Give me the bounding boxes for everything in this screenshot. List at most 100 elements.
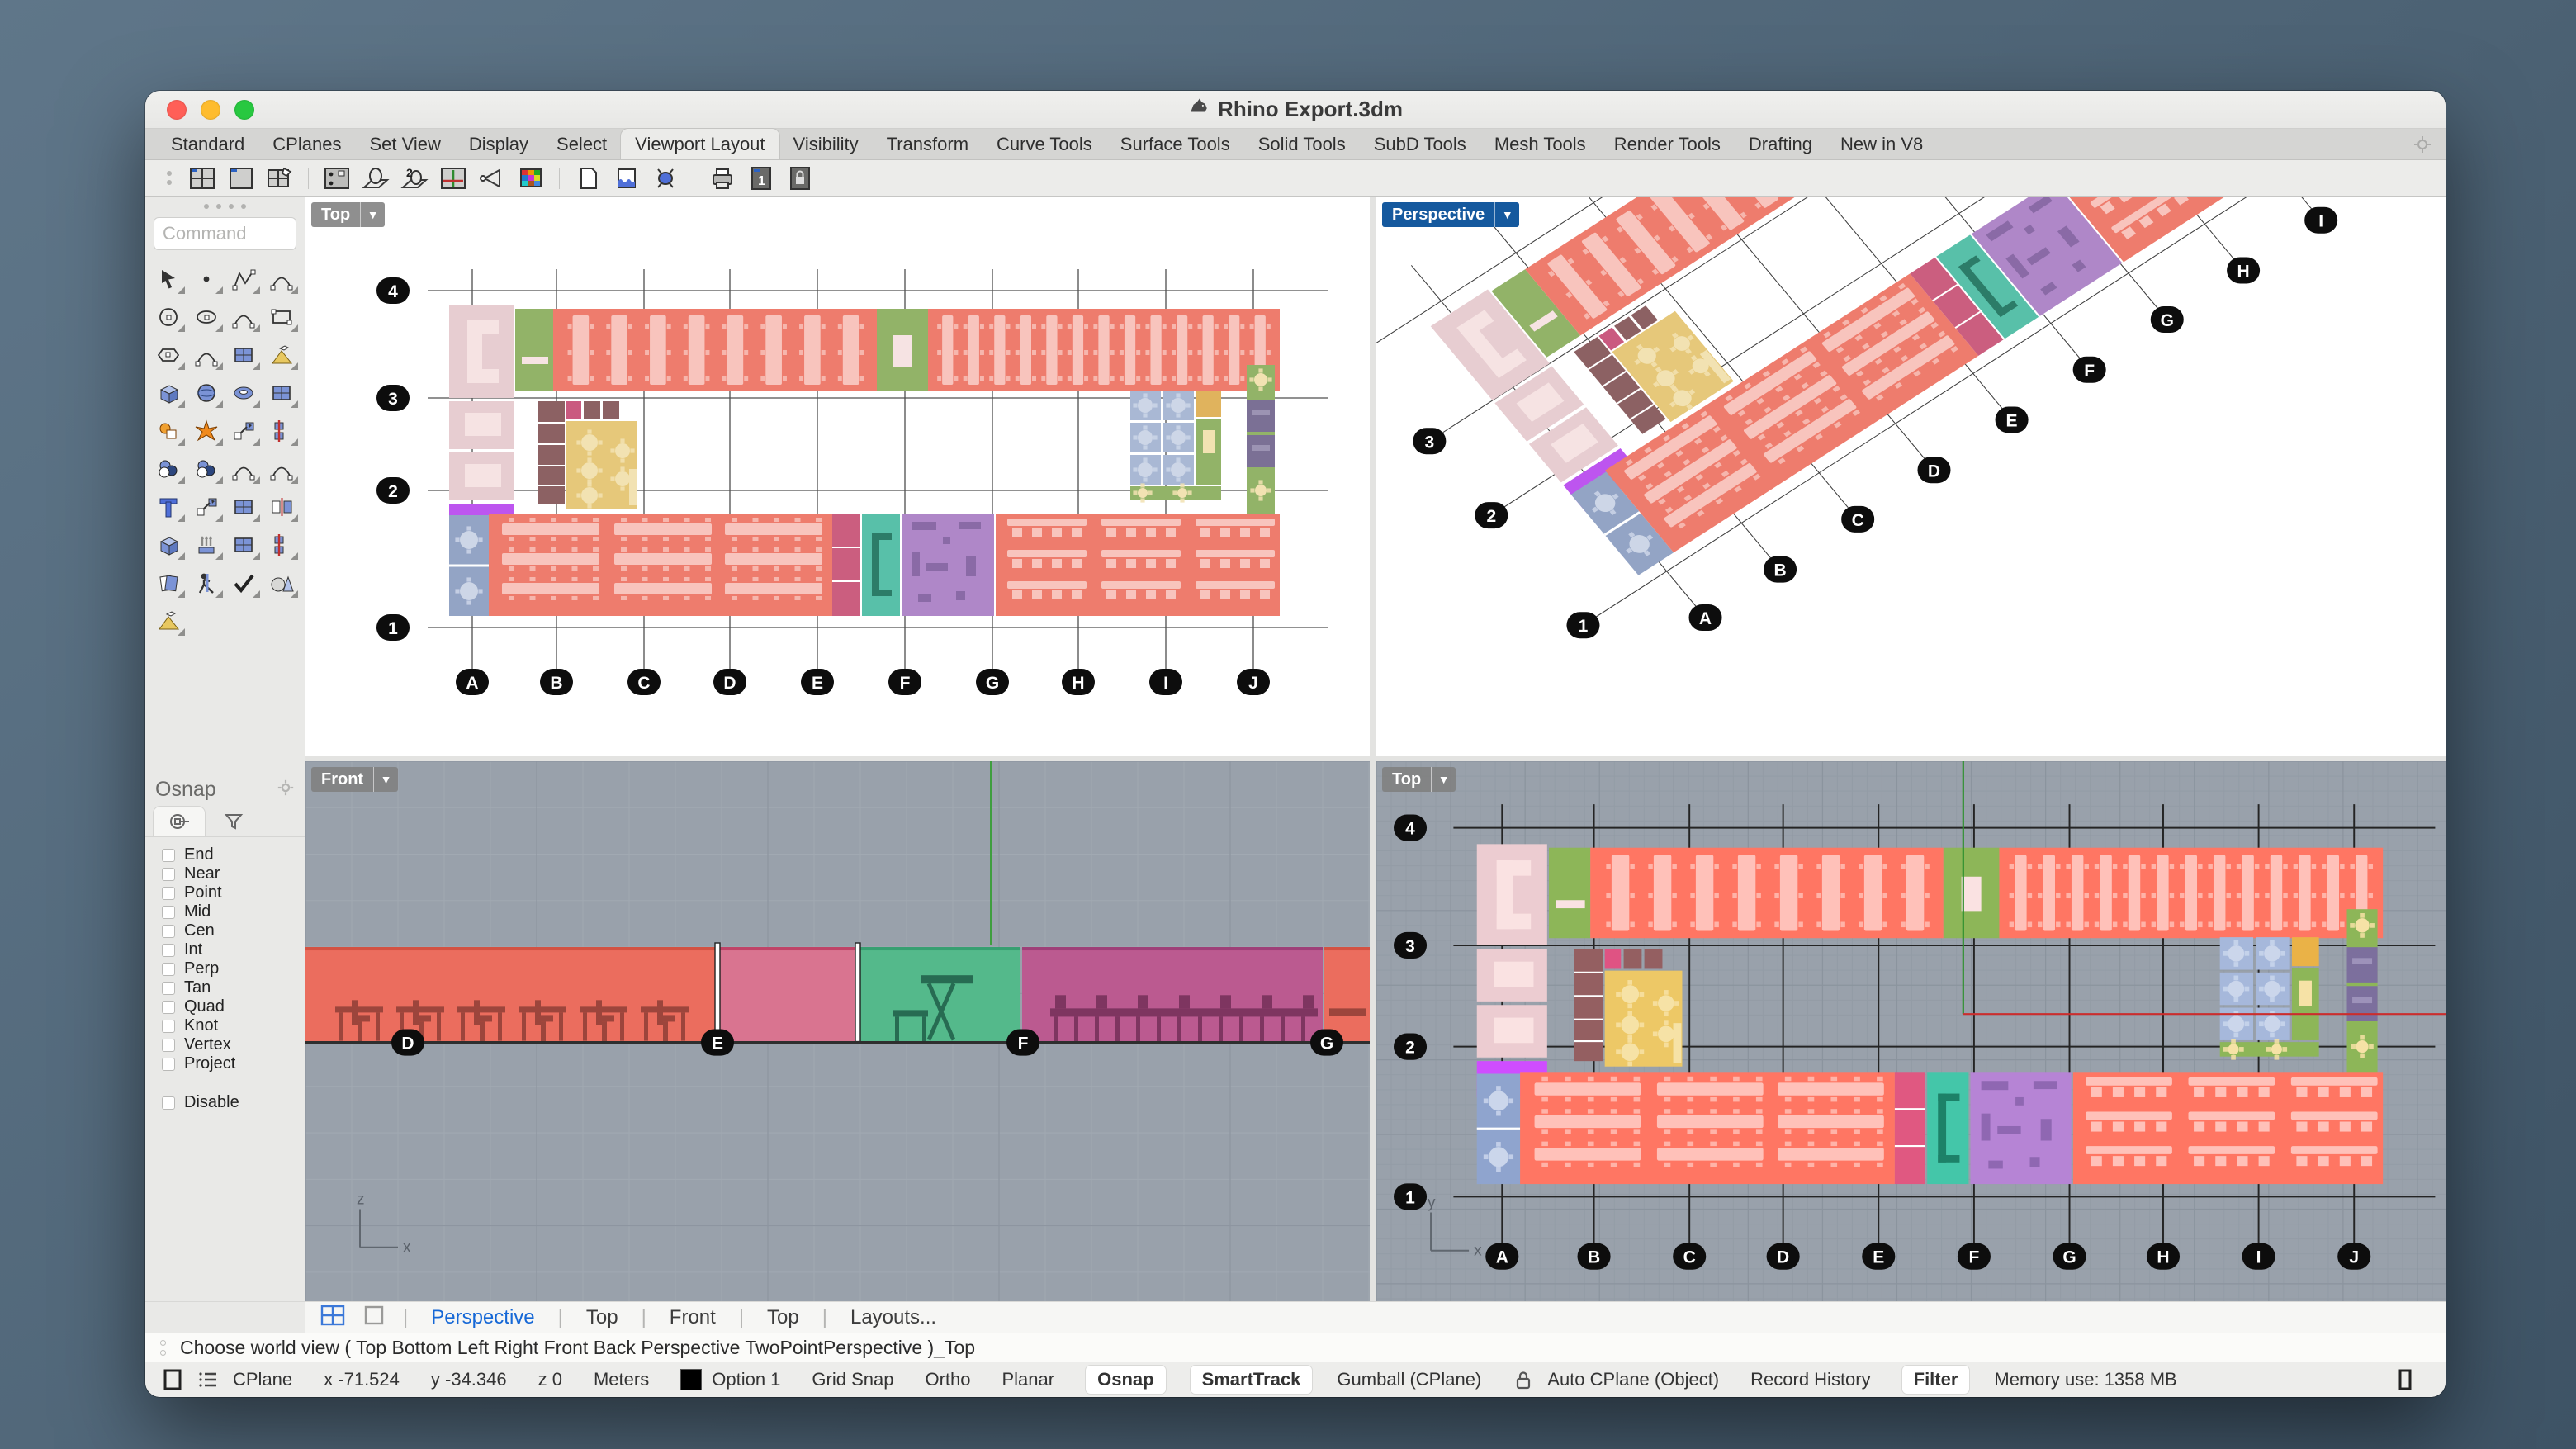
viewport-tab-front-2[interactable]: Front xyxy=(665,1306,721,1329)
menu-tab-render-tools[interactable]: Render Tools xyxy=(1600,129,1735,159)
viewport-front-label[interactable]: Front▼ xyxy=(311,767,398,792)
page-hatch-icon[interactable] xyxy=(610,164,643,192)
menu-tab-cplanes[interactable]: CPlanes xyxy=(258,129,355,159)
menu-tab-standard[interactable]: Standard xyxy=(157,129,258,159)
tool-pyramid-hand-icon[interactable] xyxy=(149,604,187,638)
viewport-perspective[interactable]: Perspective▼ ABCDEFGHI321 xyxy=(1376,197,2446,756)
status-toggle-osnap[interactable]: Osnap xyxy=(1086,1366,1165,1394)
tool-point-icon[interactable] xyxy=(187,262,225,296)
tool-fillet-curve-icon[interactable] xyxy=(187,338,225,372)
tool-check-icon[interactable] xyxy=(225,566,263,600)
tool-boolean-union-icon[interactable] xyxy=(149,452,187,486)
tool-split-icon[interactable] xyxy=(263,414,301,448)
tool-surface-patch-icon[interactable] xyxy=(263,376,301,410)
menu-tab-set-view[interactable]: Set View xyxy=(355,129,454,159)
menu-tab-solid-tools[interactable]: Solid Tools xyxy=(1244,129,1360,159)
panel-toggle-icon[interactable] xyxy=(162,1368,183,1391)
tool-solid-box-icon[interactable] xyxy=(149,528,187,562)
detail-one-icon[interactable]: 1 xyxy=(745,164,778,192)
osnap-tab-snaps[interactable] xyxy=(154,807,205,836)
gear-icon[interactable] xyxy=(2413,135,2432,159)
status-toggle-filter[interactable]: Filter xyxy=(1902,1366,1970,1394)
command-input[interactable] xyxy=(154,217,296,250)
osnap-checkbox-int[interactable] xyxy=(162,944,175,957)
tool-rectangular-array-icon[interactable] xyxy=(225,528,263,562)
menu-tab-curve-tools[interactable]: Curve Tools xyxy=(983,129,1106,159)
menu-tab-mesh-tools[interactable]: Mesh Tools xyxy=(1480,129,1600,159)
viewport-top-2[interactable]: Top▼ ABCDEFGHIJ4321yx xyxy=(1376,761,2446,1301)
front-view-canvas[interactable]: DEFGzx xyxy=(305,761,1370,1301)
top-view-canvas[interactable]: ABCDEFGHIJ4321 xyxy=(305,197,1370,756)
status-meters[interactable]: Meters xyxy=(594,1369,649,1390)
menu-tab-drafting[interactable]: Drafting xyxy=(1735,129,1826,159)
grid-axes-icon[interactable] xyxy=(437,164,470,192)
osnap-tab-filter[interactable] xyxy=(208,807,259,836)
viewport-grid-icon[interactable] xyxy=(186,164,219,192)
tool-blend-icon[interactable] xyxy=(263,452,301,486)
menu-tab-select[interactable]: Select xyxy=(542,129,621,159)
lock-icon[interactable] xyxy=(1513,1369,1534,1390)
tool-torus-icon[interactable] xyxy=(225,376,263,410)
zoom-button[interactable] xyxy=(234,100,254,120)
viewport-front[interactable]: Front▼ DEFGzx xyxy=(305,761,1370,1301)
viewport-tab-top-3[interactable]: Top xyxy=(762,1306,804,1329)
tool-copy-array-icon[interactable] xyxy=(225,490,263,524)
status-option-1[interactable]: Option 1 xyxy=(712,1369,780,1390)
tool-explode-icon[interactable] xyxy=(187,414,225,448)
cplane-points-icon[interactable] xyxy=(320,164,353,192)
sphere-cplane-icon[interactable] xyxy=(359,164,392,192)
osnap-gear-icon[interactable] xyxy=(277,779,295,801)
minimize-button[interactable] xyxy=(201,100,220,120)
viewport-perspective-label[interactable]: Perspective▼ xyxy=(1382,202,1519,227)
status-grid-snap[interactable]: Grid Snap xyxy=(812,1369,893,1390)
osnap-checkbox-disable[interactable] xyxy=(162,1096,175,1110)
tool-boolean-difference-icon[interactable] xyxy=(187,452,225,486)
perspective-view-canvas[interactable]: ABCDEFGHI321 xyxy=(1376,197,2446,756)
tool-curved-surface-icon[interactable] xyxy=(263,338,301,372)
tool-person-icon[interactable] xyxy=(187,566,225,600)
tool-circle-icon[interactable] xyxy=(149,300,187,334)
osnap-checkbox-knot[interactable] xyxy=(162,1020,175,1033)
top-view-2-canvas[interactable]: ABCDEFGHIJ4321yx xyxy=(1376,761,2446,1301)
command-history-line[interactable]: Choose world view ( Top Bottom Left Righ… xyxy=(145,1333,2446,1362)
status-ortho[interactable]: Ortho xyxy=(925,1369,970,1390)
sidebar-drag-handle[interactable] xyxy=(145,197,305,212)
spotlight-icon[interactable] xyxy=(476,164,509,192)
osnap-checkbox-vertex[interactable] xyxy=(162,1039,175,1052)
osnap-checkbox-mid[interactable] xyxy=(162,906,175,919)
tool-interpolate-curve-icon[interactable] xyxy=(263,262,301,296)
viewport-tab-perspective-0[interactable]: Perspective xyxy=(426,1306,539,1329)
tool-rectangle-icon[interactable] xyxy=(263,300,301,334)
tool-box-icon[interactable] xyxy=(149,376,187,410)
close-button[interactable] xyxy=(167,100,187,120)
tool-select-icon[interactable] xyxy=(149,262,187,296)
right-panel-icon[interactable] xyxy=(2394,1368,2416,1391)
tool-extrude-icon[interactable] xyxy=(187,528,225,562)
tool-trim-icon[interactable] xyxy=(225,414,263,448)
command-list-icon[interactable] xyxy=(197,1369,220,1390)
tool-ellipse-icon[interactable] xyxy=(187,300,225,334)
tool-section-icon[interactable] xyxy=(263,528,301,562)
viewport-top-2-label[interactable]: Top▼ xyxy=(1382,767,1456,792)
new-page-icon[interactable] xyxy=(571,164,604,192)
menu-tab-new-in-v8[interactable]: New in V8 xyxy=(1826,129,1937,159)
detail-lock-icon[interactable] xyxy=(784,164,817,192)
osnap-checkbox-perp[interactable] xyxy=(162,963,175,976)
menu-tab-viewport-layout[interactable]: Viewport Layout xyxy=(621,129,779,159)
osnap-checkbox-project[interactable] xyxy=(162,1058,175,1071)
viewport-top-label[interactable]: Top▼ xyxy=(311,202,385,227)
tool-sphere-icon[interactable] xyxy=(187,376,225,410)
tool-mirror-icon[interactable] xyxy=(263,490,301,524)
tool-fillet-edge-icon[interactable] xyxy=(225,452,263,486)
status-record-history[interactable]: Record History xyxy=(1750,1369,1870,1390)
tool-surface-points-icon[interactable] xyxy=(225,338,263,372)
osnap-checkbox-end[interactable] xyxy=(162,849,175,862)
menu-tab-subd-tools[interactable]: SubD Tools xyxy=(1360,129,1480,159)
tool-layers-icon[interactable] xyxy=(149,566,187,600)
viewport-top[interactable]: Top▼ ABCDEFGHIJ4321 xyxy=(305,197,1370,756)
tool-polygon-icon[interactable] xyxy=(149,338,187,372)
menu-tab-visibility[interactable]: Visibility xyxy=(779,129,873,159)
single-pane-layout-icon[interactable] xyxy=(363,1305,385,1330)
status-gumball-cplane-[interactable]: Gumball (CPlane) xyxy=(1337,1369,1481,1390)
viewport-pan-icon[interactable] xyxy=(263,164,296,192)
